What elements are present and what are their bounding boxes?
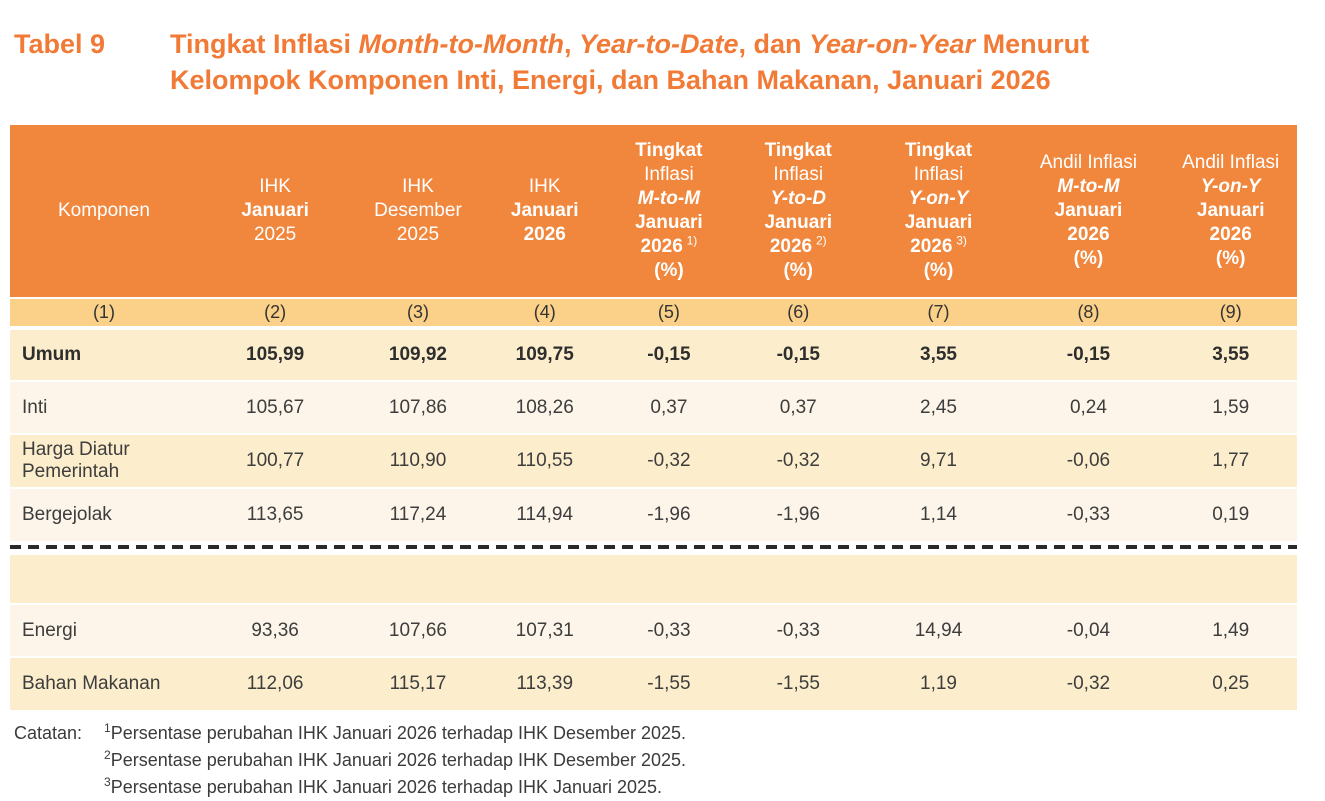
- table-row-bahan-makanan: Bahan Makanan 112,06 115,17 113,39 -1,55…: [10, 656, 1297, 710]
- colnum: (9): [1164, 297, 1297, 330]
- colnum: (8): [1012, 297, 1165, 330]
- header-inflasi-mtm: Tingkat Inflasi M-to-M Januari 2026 1) (…: [605, 125, 732, 298]
- table-title: Tabel 9 Tingkat Inflasi Month-to-Month, …: [0, 0, 1325, 98]
- data-cell: 2,45: [864, 380, 1013, 434]
- data-cell: -1,96: [731, 487, 865, 541]
- footnote-label: Catatan:: [14, 723, 83, 743]
- data-cell: 115,17: [352, 656, 484, 710]
- data-cell: 109,92: [352, 327, 484, 381]
- footnote-2: 2Persentase perubahan IHK Januari 2026 t…: [104, 748, 687, 770]
- row-label: Bahan Makanan: [10, 656, 198, 710]
- data-cell: 105,67: [197, 380, 353, 434]
- data-cell: 110,90: [352, 433, 484, 488]
- dashed-line: [10, 545, 1297, 549]
- data-cell: 0,37: [605, 380, 732, 434]
- title-line-2: Kelompok Komponen Inti, Energi, dan Baha…: [170, 65, 1051, 95]
- header-ihk-des-2025: IHK Desember 2025: [352, 125, 484, 298]
- table-row-bergejolak: Bergejolak 113,65 117,24 114,94 -1,96 -1…: [10, 487, 1297, 541]
- colnum: (4): [483, 297, 606, 330]
- footnotes: Catatan: 1Persentase perubahan IHK Janua…: [14, 720, 1325, 801]
- header-komponen: Komponen: [10, 125, 198, 298]
- data-cell: 1,19: [864, 656, 1013, 710]
- data-cell: 9,71: [864, 433, 1013, 488]
- table-number-label: Tabel 9: [14, 29, 106, 59]
- data-cell: 93,36: [197, 603, 353, 657]
- spacer-row: [10, 553, 1297, 604]
- row-label: Energi: [10, 603, 198, 657]
- data-cell: 0,37: [731, 380, 865, 434]
- table-row-inti: Inti 105,67 107,86 108,26 0,37 0,37 2,45…: [10, 380, 1297, 434]
- table-title-text: Tingkat Inflasi Month-to-Month, Year-to-…: [170, 26, 1297, 98]
- data-cell: -0,15: [731, 327, 865, 381]
- data-cell: -0,33: [1012, 487, 1165, 541]
- colnum: (1): [10, 297, 198, 330]
- data-cell: -0,32: [1012, 656, 1165, 710]
- row-label: Harga Diatur Pemerintah: [10, 433, 198, 488]
- data-cell: 113,65: [197, 487, 353, 541]
- data-cell: 107,66: [352, 603, 484, 657]
- data-cell: -0,15: [605, 327, 732, 381]
- header-andil-yoy: Andil Inflasi Y-on-Y Januari 2026 (%): [1164, 125, 1297, 298]
- data-cell: -0,15: [1012, 327, 1165, 381]
- data-cell: 112,06: [197, 656, 353, 710]
- header-inflasi-ytd: Tingkat Inflasi Y-to-D Januari 2026 2) (…: [731, 125, 865, 298]
- data-cell: 100,77: [197, 433, 353, 488]
- data-cell: 108,26: [483, 380, 606, 434]
- title-line-1: Tingkat Inflasi Month-to-Month, Year-to-…: [170, 29, 1090, 59]
- table-row-harga-diatur: Harga Diatur Pemerintah 100,77 110,90 11…: [10, 433, 1297, 488]
- row-label: Inti: [10, 380, 198, 434]
- data-cell: 0,25: [1164, 656, 1297, 710]
- colnum: (2): [197, 297, 353, 330]
- data-cell: 0,19: [1164, 487, 1297, 541]
- column-number-row: (1) (2) (3) (4) (5) (6) (7) (8) (9): [10, 297, 1297, 330]
- data-cell: 114,94: [483, 487, 606, 541]
- data-cell: -0,04: [1012, 603, 1165, 657]
- data-cell: -0,32: [731, 433, 865, 488]
- row-label: Umum: [10, 327, 198, 381]
- data-cell: 109,75: [483, 327, 606, 381]
- data-cell: -0,33: [731, 603, 865, 657]
- data-cell: 1,77: [1164, 433, 1297, 488]
- data-cell: 107,86: [352, 380, 484, 434]
- header-andil-mtm: Andil Inflasi M-to-M Januari 2026 (%): [1012, 125, 1165, 298]
- row-label: Bergejolak: [10, 487, 198, 541]
- colnum: (7): [864, 297, 1013, 330]
- header-ihk-jan-2025: IHK Januari 2025: [197, 125, 353, 298]
- data-cell: 1,59: [1164, 380, 1297, 434]
- data-cell: -1,55: [731, 656, 865, 710]
- colnum: (3): [352, 297, 484, 330]
- footnote-3: 3Persentase perubahan IHK Januari 2026 t…: [104, 775, 663, 797]
- footnote-1: 1Persentase perubahan IHK Januari 2026 t…: [104, 721, 687, 743]
- data-cell: 107,31: [483, 603, 606, 657]
- inflation-table: Komponen IHK Januari 2025 IHK Desember 2…: [10, 125, 1297, 710]
- data-cell: 0,24: [1012, 380, 1165, 434]
- table-row-umum: Umum 105,99 109,92 109,75 -0,15 -0,15 3,…: [10, 327, 1297, 381]
- data-cell: -0,33: [605, 603, 732, 657]
- data-cell: 105,99: [197, 327, 353, 381]
- header-inflasi-yoy: Tingkat Inflasi Y-on-Y Januari 2026 3) (…: [864, 125, 1013, 298]
- data-cell: -0,06: [1012, 433, 1165, 488]
- data-cell: 14,94: [864, 603, 1013, 657]
- data-cell: 113,39: [483, 656, 606, 710]
- colnum: (6): [731, 297, 865, 330]
- table-row-energi: Energi 93,36 107,66 107,31 -0,33 -0,33 1…: [10, 603, 1297, 657]
- data-cell: -0,32: [605, 433, 732, 488]
- data-cell: 117,24: [352, 487, 484, 541]
- dashed-separator: [10, 541, 1297, 554]
- colnum: (5): [605, 297, 732, 330]
- data-cell: 3,55: [1164, 327, 1297, 381]
- data-cell: 1,14: [864, 487, 1013, 541]
- data-cell: -1,96: [605, 487, 732, 541]
- header-row: Komponen IHK Januari 2025 IHK Desember 2…: [10, 125, 1297, 298]
- data-cell: 1,49: [1164, 603, 1297, 657]
- data-cell: 110,55: [483, 433, 606, 488]
- data-cell: 3,55: [864, 327, 1013, 381]
- header-ihk-jan-2026: IHK Januari 2026: [483, 125, 606, 298]
- data-cell: -1,55: [605, 656, 732, 710]
